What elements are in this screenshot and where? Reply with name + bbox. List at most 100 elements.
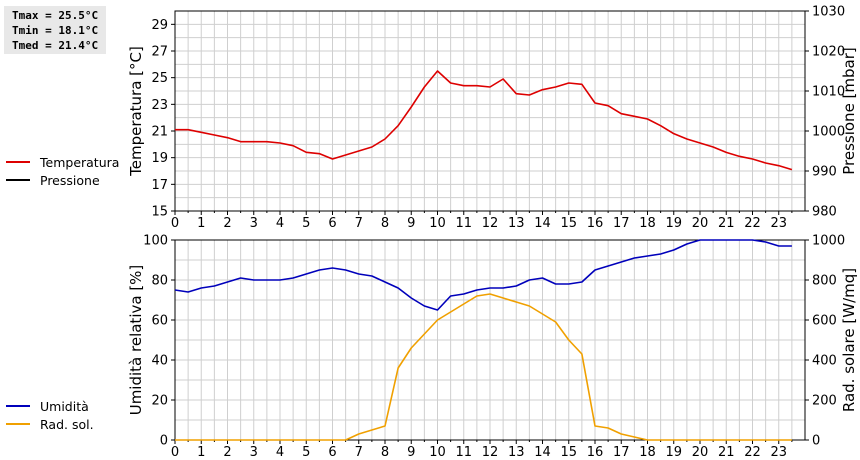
panel1-xtick-label: 13 <box>508 216 525 231</box>
panel1-xtick-label: 4 <box>276 216 284 231</box>
panel1-xtick-label: 16 <box>587 216 604 231</box>
panel1-xtick-label: 8 <box>381 216 389 231</box>
legend-item-radsol: Rad. sol. <box>6 415 94 433</box>
panel2-ytick-label: 40 <box>151 354 168 369</box>
panel1-ylabel: Temperatura [°C] <box>127 46 145 177</box>
legend-top: Temperatura Pressione <box>6 153 119 189</box>
stats-box: Tmax = 25.5°C Tmin = 18.1°C Tmed = 21.4°… <box>4 6 106 54</box>
panel2-xtick-label: 18 <box>639 445 656 460</box>
panel1-xtick-label: 20 <box>692 216 709 231</box>
panel2-y2label: Rad. solare [W/mq] <box>840 268 858 412</box>
panel2-series-umidit <box>174 239 792 311</box>
panel2-xtick-label: 23 <box>770 445 787 460</box>
panel2-xtick-label: 3 <box>250 445 258 460</box>
panel2-gridlines <box>174 239 806 441</box>
panel1-xtick-label: 21 <box>718 216 735 231</box>
legend-swatch-radsol <box>6 423 30 425</box>
panel2-y2tick-label: 600 <box>812 314 837 329</box>
panel1-y2tick-label: 980 <box>812 205 837 220</box>
legend-item-pressione: Pressione <box>6 171 119 189</box>
panel2-xtick-label: 5 <box>302 445 310 460</box>
stats-tmax: Tmax = 25.5°C <box>12 9 99 22</box>
panel1-ytick-label: 27 <box>151 45 168 60</box>
panel2-xtick-label: 7 <box>355 445 363 460</box>
panel1-ytick-label: 23 <box>151 98 168 113</box>
panel1-xtick-label: 19 <box>665 216 682 231</box>
panel2-xtick-label: 17 <box>613 445 630 460</box>
panel1-y2tick-label: 1030 <box>812 5 845 20</box>
panel1-xtick-label: 22 <box>744 216 761 231</box>
panel2-xtick-label: 10 <box>429 445 446 460</box>
panel2-xtick-label: 16 <box>587 445 604 460</box>
panel1-xtick-label: 9 <box>407 216 415 231</box>
panel2-xtick-label: 2 <box>223 445 231 460</box>
panel2-xtick-label: 12 <box>482 445 499 460</box>
panel1-y2tick-label: 1010 <box>812 85 845 100</box>
panel2-series-rad-sol <box>175 293 792 441</box>
panel2-ylabel: Umidità relativa [%] <box>127 265 145 416</box>
legend-item-umidita: Umidità <box>6 397 94 415</box>
panel2-xtick-label: 14 <box>534 445 551 460</box>
panel2-xtick-label: 20 <box>692 445 709 460</box>
panel1-series-temperatura <box>175 70 793 171</box>
panel2-ytick-label: 20 <box>151 394 168 409</box>
panel1-xtick-label: 2 <box>223 216 231 231</box>
panel1-y2label: Pressione [mbar] <box>840 47 858 175</box>
panel1-xtick-label: 3 <box>250 216 258 231</box>
legend-swatch-umidita <box>6 405 30 407</box>
panel1-xtick-label: 23 <box>770 216 787 231</box>
panel1-ytick-label: 17 <box>151 178 168 193</box>
panel2-y2tick-label: 800 <box>812 274 837 289</box>
panel1-ytick-label: 19 <box>151 151 168 166</box>
legend-swatch-pressione <box>6 179 30 181</box>
panel2-xtick-label: 11 <box>455 445 472 460</box>
panel1-xtick-label: 10 <box>429 216 446 231</box>
panel2-xtick-label: 13 <box>508 445 525 460</box>
panel1-ytick-label: 25 <box>151 71 168 86</box>
legend-label-umidita: Umidità <box>40 398 89 414</box>
panel1-ytick-label: 15 <box>151 205 168 220</box>
panel1-y2tick-label: 1020 <box>812 45 845 60</box>
panel1-ytick-label: 29 <box>151 18 168 33</box>
panel2-xtick-label: 15 <box>560 445 577 460</box>
panel2-xtick-label: 9 <box>407 445 415 460</box>
panel1-xtick-label: 17 <box>613 216 630 231</box>
panel2-xtick-label: 4 <box>276 445 284 460</box>
panel2-xtick-label: 6 <box>328 445 336 460</box>
panel1-gridlines <box>174 10 806 212</box>
panel2-xtick-label: 19 <box>665 445 682 460</box>
panel1-xtick-label: 15 <box>560 216 577 231</box>
panel1-y2tick-label: 990 <box>812 165 837 180</box>
panel2-ytick-label: 0 <box>160 434 168 449</box>
panel2-xtick-label: 22 <box>744 445 761 460</box>
legend-label-temperatura: Temperatura <box>40 154 120 170</box>
panel1-xtick-label: 6 <box>328 216 336 231</box>
panel2-ytick-label: 80 <box>151 274 168 289</box>
stats-tmin: Tmin = 18.1°C <box>12 24 99 37</box>
panel2-xtick-label: 21 <box>718 445 735 460</box>
panel1-xtick-label: 1 <box>197 216 205 231</box>
legend-item-temperatura: Temperatura <box>6 153 119 171</box>
legend-swatch-temperatura <box>6 161 30 163</box>
panel1-xtick-label: 7 <box>355 216 363 231</box>
panel2-xtick-label: 8 <box>381 445 389 460</box>
panel2-ytick-label: 100 <box>143 234 168 249</box>
panel2-xtick-label: 1 <box>197 445 205 460</box>
panel2-y2tick-label: 400 <box>812 354 837 369</box>
legend-label-pressione: Pressione <box>40 172 100 188</box>
stats-tmed: Tmed = 21.4°C <box>12 39 99 52</box>
panel2-y2tick-label: 1000 <box>812 234 845 249</box>
panel1-xtick-label: 12 <box>482 216 499 231</box>
panel1-y2tick-label: 1000 <box>812 125 845 140</box>
panel2-xtick-label: 0 <box>171 445 179 460</box>
panel1-xtick-label: 18 <box>639 216 656 231</box>
panel1-xtick-label: 0 <box>171 216 179 231</box>
panel2-y2tick-label: 0 <box>812 434 820 449</box>
panel1-xtick-label: 5 <box>302 216 310 231</box>
panel1-xtick-label: 14 <box>534 216 551 231</box>
panel2-ytick-label: 60 <box>151 314 168 329</box>
panel1-ytick-label: 21 <box>151 125 168 140</box>
panel1-xtick-label: 11 <box>455 216 472 231</box>
panel2-y2tick-label: 200 <box>812 394 837 409</box>
